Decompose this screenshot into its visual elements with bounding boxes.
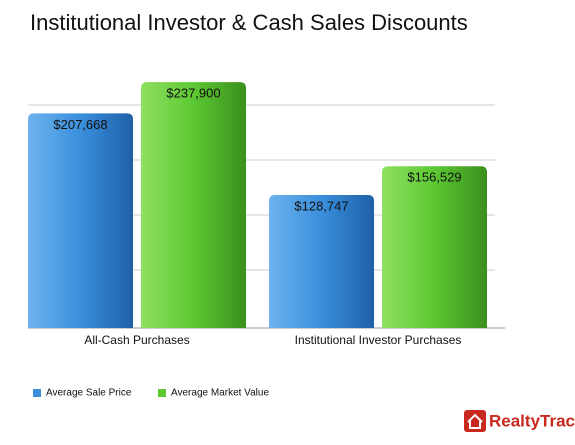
bar bbox=[382, 166, 487, 328]
data-label: $237,900 bbox=[166, 86, 220, 101]
bar bbox=[28, 113, 133, 329]
brand: RealtyTrac bbox=[489, 411, 575, 430]
legend-label: Average Sale Price bbox=[46, 388, 132, 399]
data-label: $128,747 bbox=[294, 198, 348, 213]
bar bbox=[269, 194, 374, 328]
legend-label: Average Market Value bbox=[171, 388, 269, 399]
x-tick-label: All-Cash Purchases bbox=[84, 333, 189, 347]
chart-title: Institutional Investor & Cash Sales Disc… bbox=[30, 10, 468, 35]
x-tick-label: Institutional Investor Purchases bbox=[295, 333, 462, 347]
logo: RealtyTrac bbox=[464, 410, 575, 432]
data-label: $156,529 bbox=[407, 170, 461, 185]
legend-swatch bbox=[33, 389, 41, 397]
legend-swatch bbox=[158, 389, 166, 397]
data-label: $207,668 bbox=[53, 117, 107, 132]
bar bbox=[141, 82, 246, 328]
